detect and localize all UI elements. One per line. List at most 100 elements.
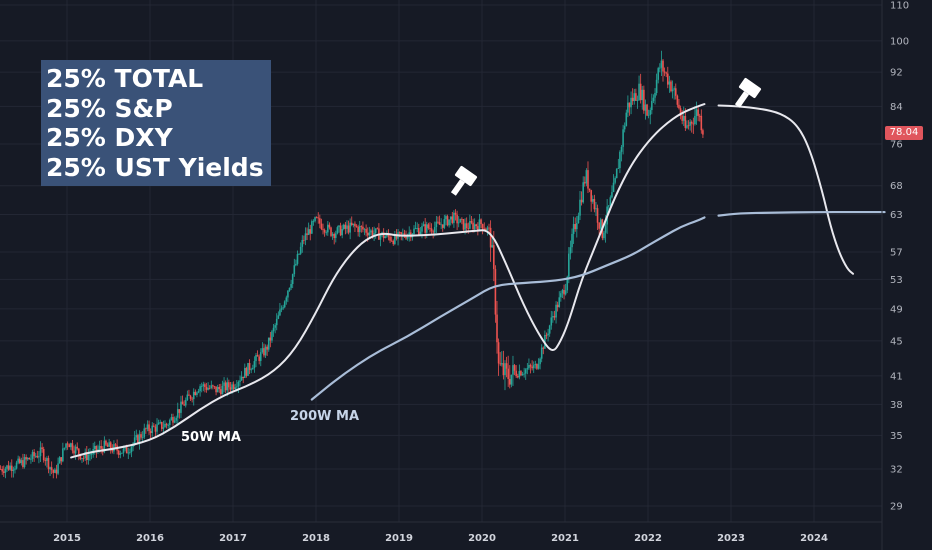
candle-body (539, 358, 541, 365)
candle-body (652, 97, 655, 102)
candle-body (127, 452, 130, 454)
x-tick-label: 2021 (551, 533, 579, 544)
candle-body (362, 226, 364, 230)
candle-body (23, 457, 26, 468)
candle-body (405, 236, 407, 239)
candle-body (55, 469, 58, 474)
x-tick-label: 2024 (800, 533, 828, 544)
candle-body (619, 151, 621, 169)
candle-body (259, 352, 262, 361)
candle-body (267, 337, 270, 350)
candle-body (425, 224, 428, 233)
candle-body (384, 236, 387, 239)
candle-body (408, 232, 411, 235)
candle-body (93, 445, 96, 450)
candle-body (547, 333, 549, 336)
candle-body (327, 224, 329, 233)
candle-body (504, 363, 506, 376)
candle-body (516, 376, 519, 378)
candle-body (432, 231, 434, 233)
y-tick-label: 41 (890, 371, 903, 382)
candle-body (114, 444, 117, 446)
candle-body (159, 422, 162, 423)
candle-body (251, 368, 254, 370)
candle-body (491, 245, 494, 248)
candle-body (296, 254, 299, 264)
candle-body (10, 465, 13, 471)
candle-body (197, 391, 200, 393)
candle-body (603, 232, 605, 239)
candle-body (319, 218, 321, 224)
candle-body (698, 115, 701, 117)
candle-body (614, 178, 616, 183)
candle-body (579, 199, 581, 216)
candle-body (599, 219, 602, 229)
candle-body (122, 448, 125, 453)
candle-body (478, 219, 481, 230)
y-tick-label: 38 (890, 400, 903, 411)
candle-body (282, 307, 284, 309)
candle-body (90, 454, 93, 455)
candle-body (454, 212, 457, 215)
candle-body (684, 115, 687, 128)
candle-body (18, 458, 21, 464)
x-tick-label: 2018 (302, 533, 330, 544)
candle-body (577, 215, 580, 224)
candle-body (627, 102, 629, 113)
candle-body (320, 223, 323, 230)
candle-body (191, 398, 193, 400)
candle-body (165, 423, 168, 426)
candle-body (325, 232, 328, 234)
candle-body (638, 83, 640, 101)
candle-body (339, 225, 342, 236)
candle-body (138, 434, 141, 444)
candle-body (496, 314, 498, 343)
candle-body (697, 109, 699, 116)
candle-body (536, 364, 538, 369)
candle-body (309, 229, 312, 234)
x-tick-label: 2019 (385, 533, 413, 544)
candle-body (143, 428, 146, 438)
candle-body (6, 465, 8, 469)
candle-body (379, 235, 382, 240)
candle-body (654, 93, 656, 98)
candle-body (440, 224, 442, 226)
candle-body (153, 425, 155, 427)
candle-body (524, 369, 527, 374)
candle-body (224, 382, 227, 391)
candle-body (441, 224, 444, 228)
ma200-label: 200W MA (290, 409, 359, 424)
candle-body (334, 233, 337, 238)
y-tick-label: 110 (890, 1, 909, 12)
candle-body (376, 228, 379, 230)
candle-body (49, 467, 51, 470)
candle-body (124, 447, 126, 449)
y-tick-label: 84 (890, 102, 903, 113)
candle-body (553, 316, 556, 318)
candle-body (290, 283, 292, 288)
candle-body (548, 325, 551, 334)
candle-body (443, 219, 446, 228)
candle-body (304, 233, 307, 241)
candle-body (595, 208, 597, 210)
candle-body (346, 225, 348, 229)
x-tick-label: 2015 (53, 533, 81, 544)
candle-body (2, 471, 5, 473)
candle-body (1, 469, 3, 472)
candle-body (22, 460, 24, 468)
candle-body (566, 276, 569, 291)
candle-body (33, 451, 35, 457)
candle-body (57, 463, 59, 474)
candle-body (42, 449, 45, 461)
candle-body (140, 434, 142, 438)
candle-body (485, 228, 487, 231)
candle-body (178, 409, 181, 413)
candle-body (9, 465, 11, 470)
candle-body (74, 446, 77, 454)
candle-body (488, 227, 490, 229)
candle-body (604, 224, 607, 233)
candle-body (365, 229, 367, 233)
candle-body (232, 384, 235, 390)
y-tick-label: 100 (890, 36, 909, 47)
candle-body (588, 188, 591, 191)
